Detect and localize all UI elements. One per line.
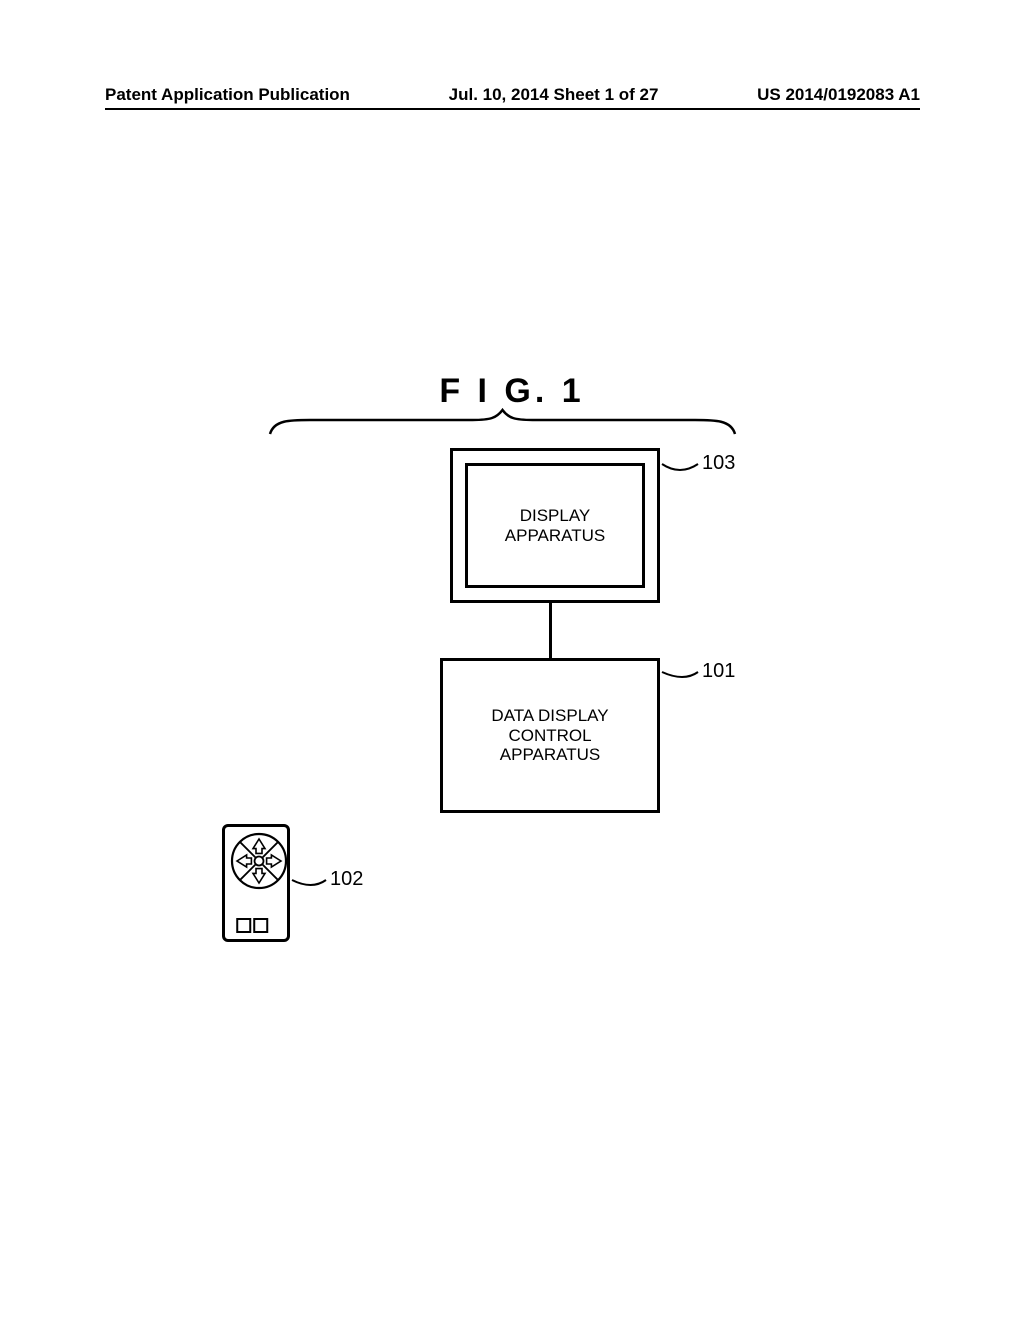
leader-102 (0, 0, 1024, 1320)
ref-number-102: 102 (330, 868, 363, 891)
